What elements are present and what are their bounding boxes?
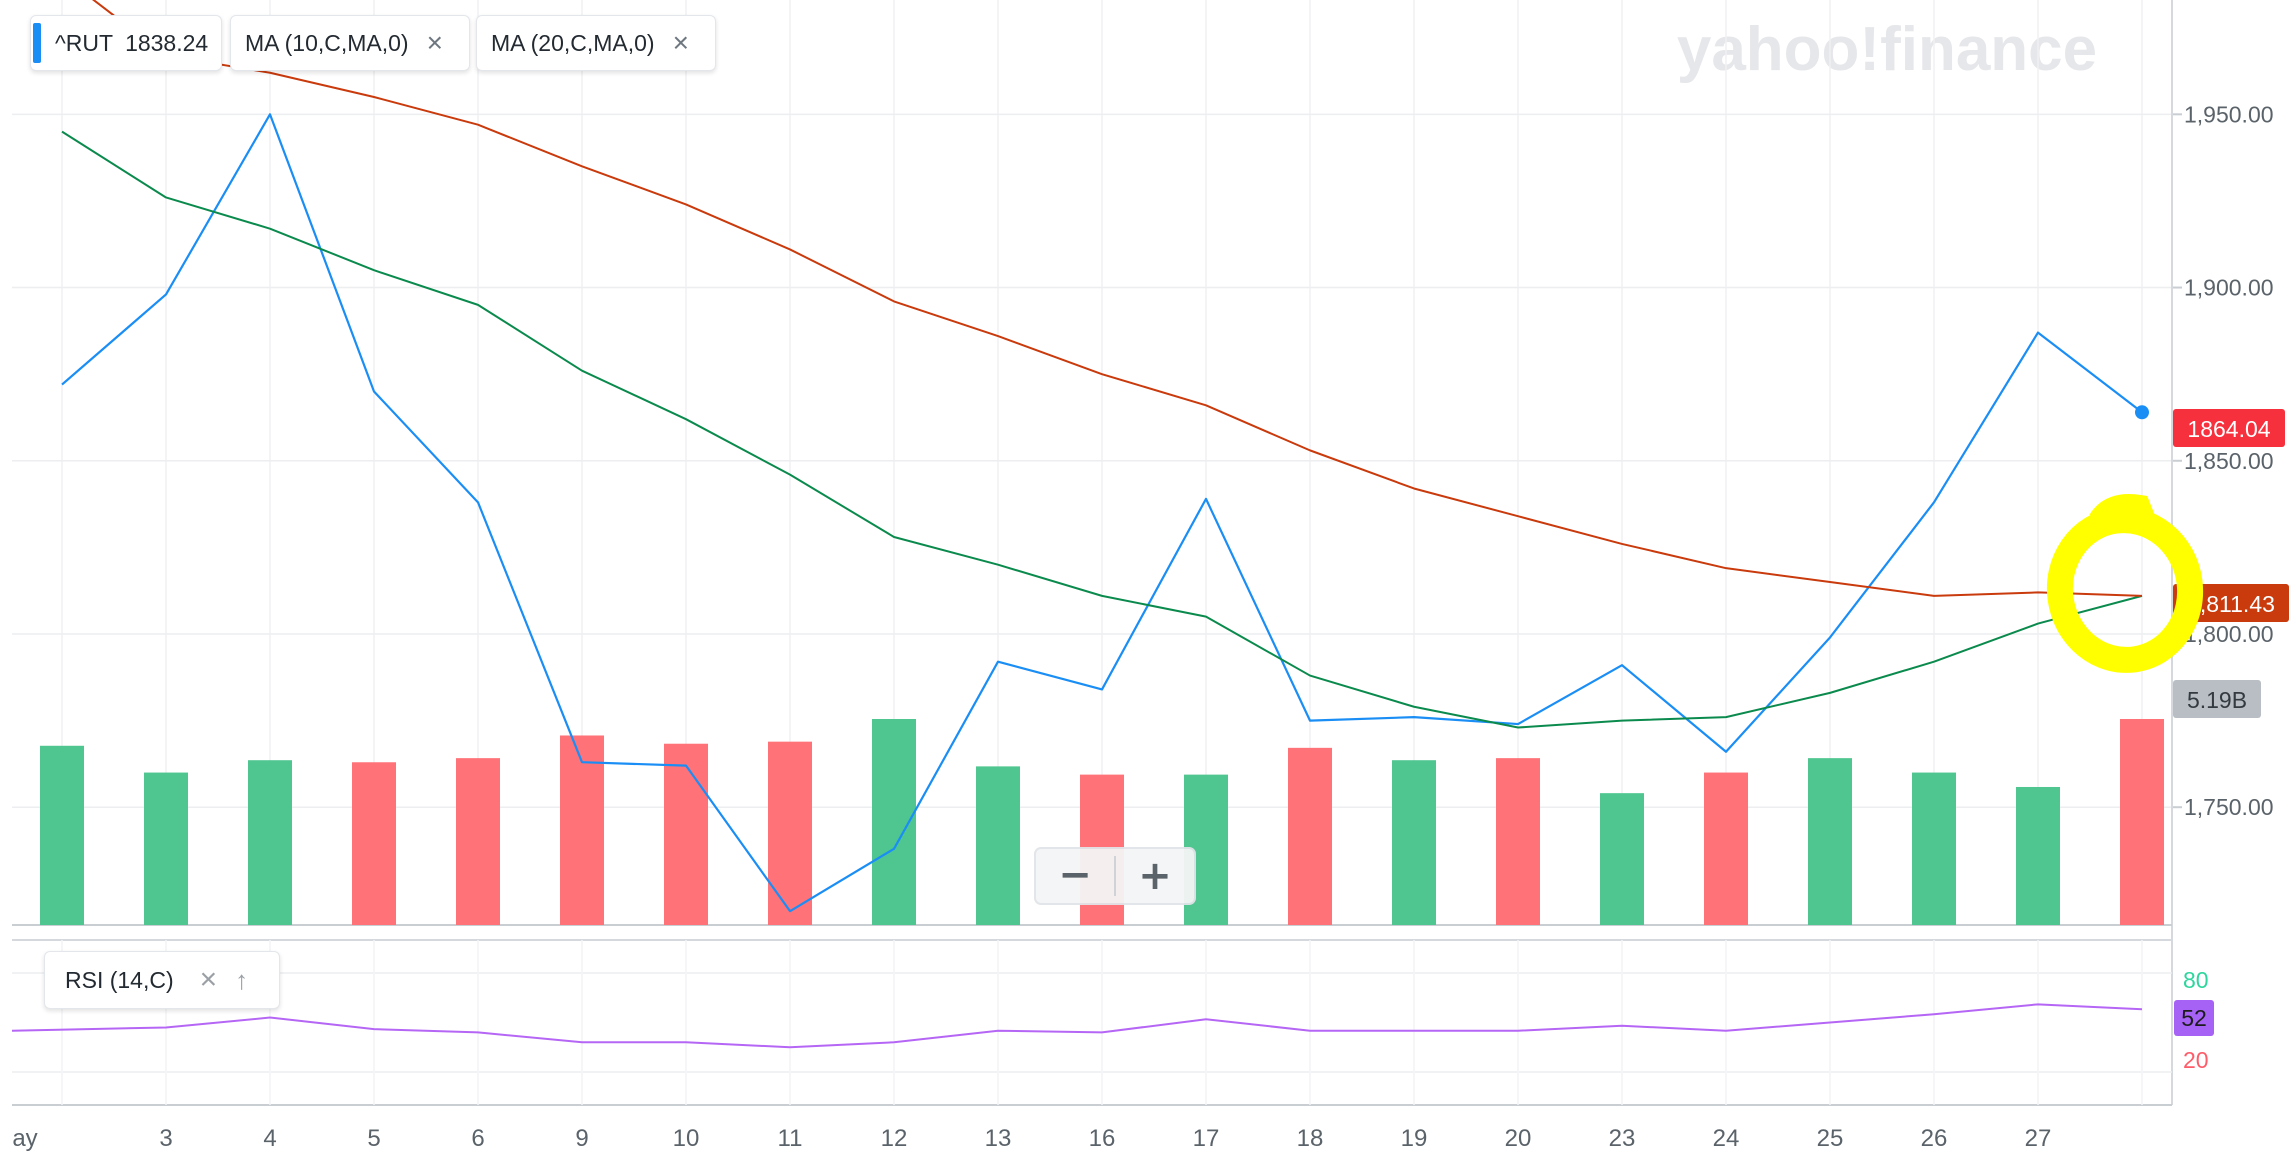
- x-tick-label: 16: [1089, 1125, 1116, 1152]
- ma10-close-icon[interactable]: ×: [426, 27, 443, 58]
- x-tick-label: 24: [1713, 1125, 1740, 1152]
- volume-bar: [976, 766, 1020, 925]
- x-tick-label: 20: [1505, 1125, 1532, 1152]
- x-tick-label: 11: [778, 1125, 803, 1152]
- main-plot-area: 1,750.00 1,800.00 1,850.00 1,900.00 1,950.00: [12, 0, 2274, 1105]
- y-tick-label: 1,900.00: [2184, 275, 2274, 301]
- volume-bar: [2016, 786, 2060, 925]
- last-price-value: 1864.04: [2187, 416, 2270, 442]
- zoom-in-button[interactable]: +: [1117, 850, 1193, 902]
- volume-bar: [560, 735, 604, 925]
- rsi-pane: 80 20 52: [11, 939, 2214, 1106]
- symbol-value: 1838.24: [125, 29, 209, 56]
- volume-bar: [1600, 793, 1644, 925]
- y-tick-label: 1,750.00: [2184, 794, 2274, 820]
- x-tick-label: 17: [1193, 1125, 1220, 1152]
- volume-bar: [40, 745, 84, 925]
- ma10-label: MA (10,C,MA,0): [245, 29, 409, 56]
- y-tick-label: 1,950.00: [2184, 101, 2274, 127]
- last-price-badge: 1864.04: [2173, 409, 2285, 447]
- volume-bar: [352, 762, 396, 925]
- x-tick-label: 12: [881, 1125, 908, 1152]
- rsi-series-line: [11, 1003, 2143, 1049]
- rsi-level-high: 80: [2183, 967, 2209, 993]
- rsi-line: [11, 1003, 2143, 1049]
- rsi-legend-chip[interactable]: RSI (14,C) × ↑: [44, 951, 280, 1009]
- x-tick-label: 5: [367, 1125, 380, 1152]
- volume-bar: [456, 758, 500, 925]
- volume-bar: [1496, 758, 1540, 925]
- volume-badge: 5.19B: [2173, 680, 2261, 718]
- zoom-out-button[interactable]: −: [1037, 850, 1113, 902]
- zoom-control: [1034, 847, 1196, 905]
- yahoo-finance-watermark: yahoo!finance: [1677, 15, 2097, 84]
- y-tick-label: 1,850.00: [2184, 448, 2274, 474]
- volume-bar: [144, 772, 188, 925]
- volume-bar: [1808, 758, 1852, 925]
- rsi-grid: [12, 939, 2172, 1106]
- rsi-value-badge: 52: [2174, 1000, 2214, 1036]
- rsi-level-low: 20: [2183, 1047, 2209, 1073]
- rsi-close-icon[interactable]: ×: [199, 963, 218, 996]
- highlight-annotation: [2046, 494, 2204, 673]
- x-tick-label: 9: [575, 1125, 588, 1152]
- x-tick-label: ay: [12, 1125, 37, 1152]
- price-line: [61, 113, 2143, 913]
- minus-icon: −: [1058, 852, 1092, 898]
- x-tick-label: 27: [2025, 1125, 2052, 1152]
- volume-bar: [1288, 747, 1332, 925]
- volume-value: 5.19B: [2187, 687, 2247, 713]
- ma20-legend-chip[interactable]: MA (20,C,MA,0) ×: [476, 15, 716, 71]
- x-tick-label: 25: [1817, 1125, 1844, 1152]
- rsi-label: RSI (14,C): [65, 966, 174, 993]
- x-tick-label: 18: [1297, 1125, 1324, 1152]
- rsi-move-up-icon[interactable]: ↑: [235, 964, 249, 995]
- ma10-legend-chip[interactable]: MA (10,C,MA,0) ×: [230, 15, 470, 71]
- series-lines: [61, 0, 2149, 913]
- x-tick-label: 6: [471, 1125, 484, 1152]
- rsi-value: 52: [2181, 1005, 2207, 1031]
- volume-bar: [768, 741, 812, 925]
- symbol-legend-chip[interactable]: ^RUT 1838.24: [30, 15, 222, 71]
- volume-bar: [2120, 719, 2164, 925]
- y-axis-labels: 1,750.00 1,800.00 1,850.00 1,900.00 1,950.00: [2184, 101, 2274, 820]
- ma20-label: MA (20,C,MA,0): [491, 29, 655, 56]
- x-tick-label: 23: [1609, 1125, 1636, 1152]
- x-axis-labels: ay 3 4 5 6 9 10 11 12 13 16 17 18 19 20 23 24 25 26 27: [12, 1125, 2051, 1152]
- last-price-dot: [2135, 405, 2149, 420]
- symbol-color-marker: [33, 23, 41, 63]
- volume-bar: [1392, 760, 1436, 925]
- y-tick-label: 1,800.00: [2184, 621, 2274, 647]
- x-tick-label: 26: [1921, 1125, 1948, 1152]
- volume-bar: [248, 760, 292, 925]
- x-tick-label: 3: [159, 1125, 172, 1152]
- x-tick-label: 4: [263, 1125, 276, 1152]
- ma20-line: [92, 0, 2143, 597]
- volume-bars: [40, 719, 2164, 925]
- ma20-close-icon[interactable]: ×: [672, 27, 689, 58]
- symbol-name: ^RUT: [55, 29, 114, 56]
- x-tick-label: 10: [673, 1125, 700, 1152]
- x-tick-label: 19: [1401, 1125, 1428, 1152]
- volume-bar: [1912, 772, 1956, 925]
- plus-icon: +: [1138, 853, 1172, 899]
- volume-bar: [1704, 772, 1748, 925]
- volume-bar: [664, 743, 708, 925]
- x-tick-label: 13: [985, 1125, 1012, 1152]
- ma10-line: [61, 130, 2143, 729]
